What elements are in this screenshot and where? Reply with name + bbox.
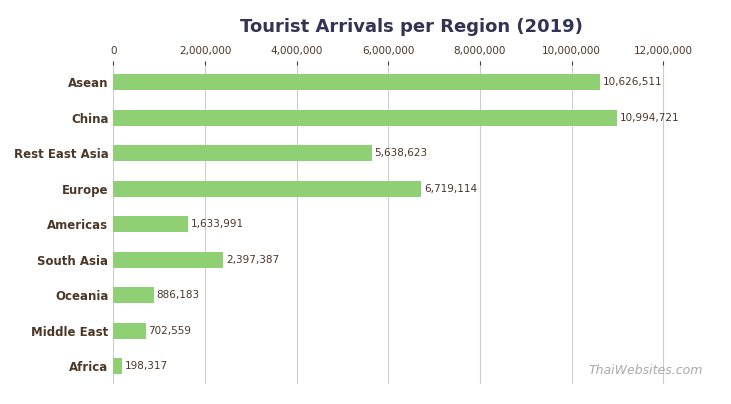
Text: 1,633,991: 1,633,991	[191, 219, 244, 229]
Bar	[113, 145, 371, 161]
Bar	[113, 216, 188, 232]
Text: 886,183: 886,183	[156, 290, 200, 300]
Text: 198,317: 198,317	[125, 361, 168, 371]
Text: 6,719,114: 6,719,114	[424, 184, 477, 194]
Bar	[113, 287, 154, 303]
Title: Tourist Arrivals per Region (2019): Tourist Arrivals per Region (2019)	[240, 18, 583, 36]
Text: 702,559: 702,559	[148, 326, 192, 336]
Bar	[113, 74, 600, 90]
Bar	[113, 181, 421, 197]
Text: 10,626,511: 10,626,511	[603, 78, 663, 87]
Text: 2,397,387: 2,397,387	[226, 255, 279, 265]
Bar	[113, 110, 617, 126]
Text: 5,638,623: 5,638,623	[374, 148, 428, 158]
Bar	[113, 252, 223, 268]
Text: ThaiWebsites.com: ThaiWebsites.com	[588, 364, 703, 377]
Bar	[113, 358, 122, 374]
Text: 10,994,721: 10,994,721	[620, 113, 680, 123]
Bar	[113, 323, 145, 339]
